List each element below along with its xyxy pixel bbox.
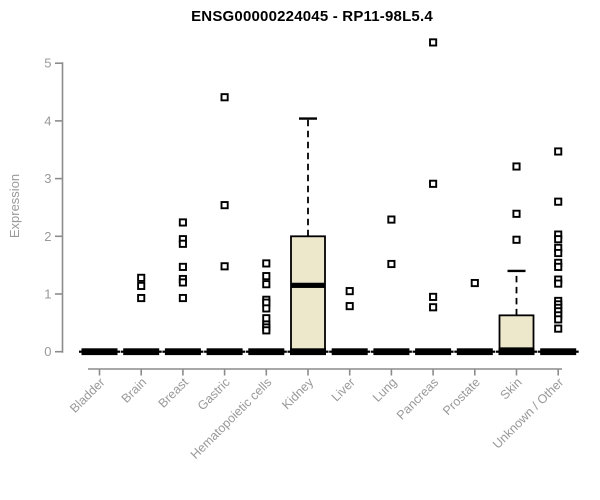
outlier-point — [554, 235, 563, 244]
outlier-point — [137, 281, 146, 290]
outlier-point — [470, 278, 479, 288]
x-tick-label: Lung — [370, 375, 400, 405]
median-line — [499, 347, 534, 353]
outlier-point — [345, 287, 354, 296]
zero-bar — [456, 348, 493, 356]
outlier-point — [262, 314, 271, 323]
outlier-point — [554, 262, 563, 271]
outlier-point — [220, 201, 229, 210]
zero-bar — [540, 348, 577, 356]
zero-bar — [206, 348, 243, 356]
zero-bar — [290, 348, 326, 356]
y-tick-label: 5 — [44, 56, 51, 71]
x-tick-label: Prostate — [440, 375, 483, 418]
x-tick-label: Pancreas — [394, 375, 441, 422]
y-tick-label: 0 — [44, 344, 51, 359]
outlier-point — [512, 162, 521, 171]
x-tick-label: Hematopoietic cells — [188, 375, 275, 462]
outlier-point — [554, 279, 563, 288]
outlier-point — [178, 278, 187, 287]
outlier-point — [220, 93, 229, 102]
zero-bar — [81, 348, 118, 356]
x-tick-label: Gastric — [195, 375, 233, 413]
outlier-point — [262, 280, 271, 289]
outlier-point — [554, 197, 563, 206]
outlier-point — [512, 235, 521, 244]
y-tick-label: 4 — [44, 113, 51, 128]
outlier-point — [262, 304, 271, 313]
outlier-point — [554, 324, 563, 333]
outlier-point — [387, 259, 396, 269]
outlier-point — [512, 209, 521, 218]
y-axis-label: Expression — [7, 173, 22, 239]
y-tick-label: 3 — [44, 171, 51, 186]
outlier-point — [262, 272, 271, 281]
x-tick-label: Breast — [156, 375, 192, 411]
outlier-point — [429, 303, 438, 312]
outlier-point — [178, 293, 187, 303]
zero-bar — [415, 348, 452, 356]
zero-bar — [248, 348, 285, 356]
outlier-point — [262, 326, 271, 335]
outlier-point — [429, 38, 438, 47]
x-tick-label: Bladder — [67, 375, 107, 415]
zero-bar — [164, 348, 201, 356]
outlier-point — [137, 273, 146, 282]
outlier-point — [262, 259, 271, 268]
outlier-point — [178, 239, 187, 248]
outlier-point — [429, 179, 438, 188]
chart-title: ENSG00000224045 - RP11-98L5.4 — [191, 8, 433, 25]
zero-bar — [373, 348, 410, 356]
box — [498, 314, 535, 353]
outlier-point — [387, 215, 396, 224]
outlier-point — [220, 262, 229, 271]
outlier-point — [345, 302, 354, 311]
median-line — [291, 282, 325, 288]
zero-bar — [331, 348, 368, 356]
x-tick-label: Kidney — [279, 375, 316, 412]
y-tick-label: 2 — [44, 229, 51, 244]
zero-bar — [123, 348, 160, 356]
x-tick-label: Liver — [329, 375, 358, 404]
outlier-point — [554, 147, 563, 156]
x-tick-label: Brain — [119, 375, 150, 406]
outlier-point — [178, 218, 187, 227]
box — [290, 235, 326, 353]
outlier-point — [554, 315, 563, 324]
y-tick-label: 1 — [44, 287, 51, 302]
outlier-point — [554, 248, 563, 258]
outlier-point — [429, 292, 438, 301]
outlier-point — [178, 262, 187, 271]
x-tick-label: Skin — [498, 375, 525, 402]
outlier-point — [137, 293, 146, 303]
x-tick-label: Unknown / Other — [490, 375, 566, 451]
